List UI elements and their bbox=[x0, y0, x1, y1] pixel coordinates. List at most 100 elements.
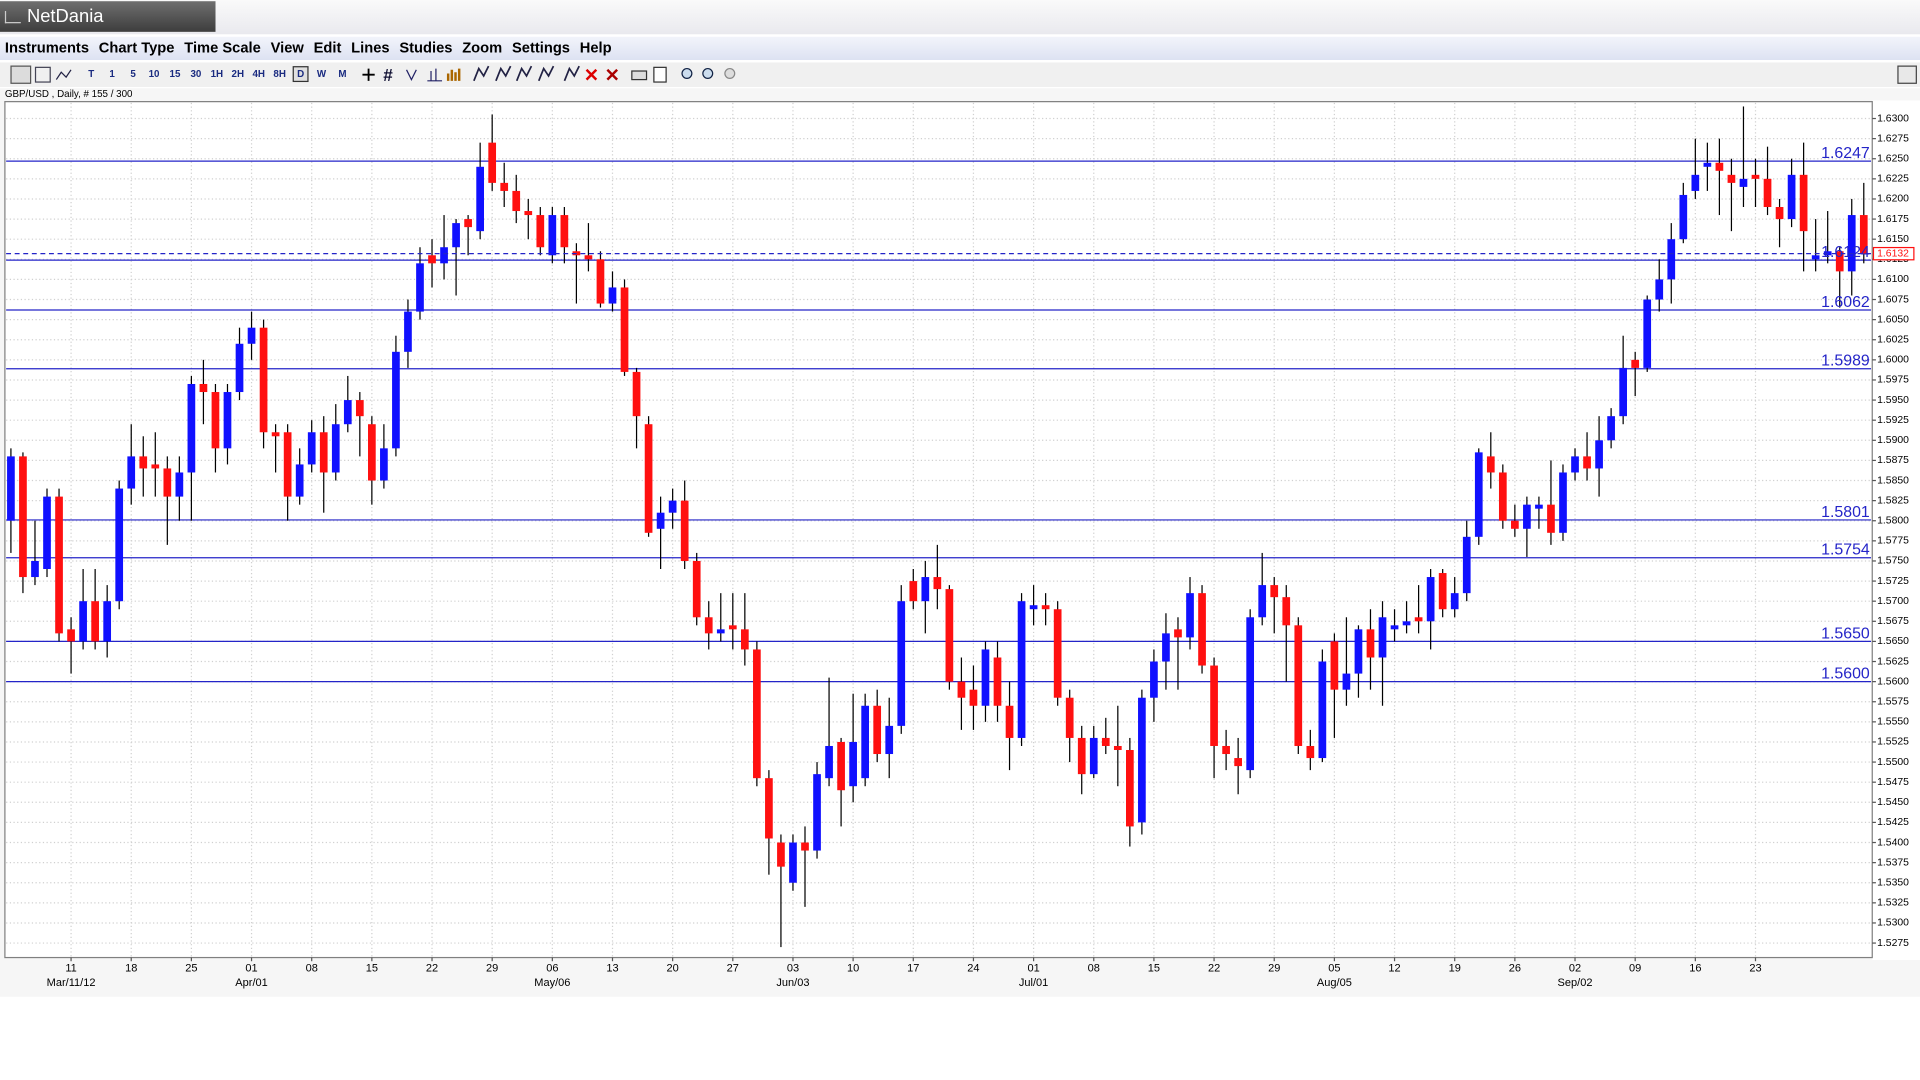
candle-body bbox=[247, 327, 256, 344]
candle-body bbox=[1547, 504, 1555, 533]
menu-item[interactable]: Settings bbox=[512, 39, 570, 57]
candle-body bbox=[1775, 207, 1784, 220]
menu-item[interactable]: Zoom bbox=[462, 39, 503, 57]
grid-icon[interactable]: # bbox=[383, 65, 393, 85]
candle-body bbox=[271, 432, 280, 437]
candle-body bbox=[416, 263, 424, 312]
x-tick-label: 18 bbox=[125, 962, 137, 974]
candle-body bbox=[7, 456, 15, 521]
y-tick-label: 1.6275 bbox=[1877, 133, 1909, 144]
tool-icon[interactable] bbox=[427, 68, 443, 82]
chart-type-icon[interactable] bbox=[34, 66, 51, 83]
candle-body bbox=[31, 560, 39, 578]
candle-body bbox=[1089, 737, 1098, 775]
y-tick-label: 1.6200 bbox=[1877, 194, 1909, 205]
zoom-reset-icon[interactable] bbox=[724, 67, 736, 79]
time-scale-button[interactable]: 4H bbox=[252, 68, 265, 80]
candle-body bbox=[1462, 536, 1471, 594]
candle-body bbox=[1811, 255, 1820, 260]
time-scale-button[interactable]: 5 bbox=[130, 68, 136, 80]
candle-body bbox=[500, 182, 509, 191]
candle-body bbox=[259, 327, 268, 433]
y-tick-label: 1.5900 bbox=[1877, 435, 1909, 446]
print-icon[interactable] bbox=[631, 70, 648, 81]
menu-item[interactable]: Edit bbox=[313, 39, 342, 57]
y-tick-label: 1.5975 bbox=[1877, 375, 1909, 386]
time-scale-button[interactable]: W bbox=[316, 68, 327, 80]
delete-all-icon[interactable] bbox=[606, 68, 619, 81]
line-chart-icon[interactable] bbox=[55, 69, 72, 80]
candle-body bbox=[1787, 174, 1796, 220]
candle-body bbox=[1571, 456, 1579, 473]
candle-body bbox=[1402, 621, 1411, 626]
time-scale-button[interactable]: T bbox=[88, 68, 95, 80]
candle-body bbox=[813, 774, 821, 851]
app-icon bbox=[4, 11, 21, 24]
candle-body bbox=[1631, 359, 1640, 368]
menu-item[interactable]: Help bbox=[579, 39, 612, 57]
menu-item[interactable]: View bbox=[270, 39, 304, 57]
level-label: 1.6124 bbox=[1821, 244, 1870, 261]
candle-body bbox=[548, 215, 557, 256]
candle-body bbox=[1318, 661, 1327, 759]
y-tick-label: 1.5425 bbox=[1877, 817, 1909, 828]
candle-body bbox=[1535, 504, 1543, 509]
crosshair-icon[interactable] bbox=[362, 68, 375, 81]
candle-body bbox=[488, 142, 497, 183]
zoom-in-icon[interactable] bbox=[681, 67, 693, 79]
candle-body bbox=[115, 488, 124, 602]
candle-body bbox=[1438, 573, 1447, 610]
y-tick-label: 1.6025 bbox=[1877, 334, 1909, 345]
drawing-icon[interactable] bbox=[563, 65, 580, 82]
chart-type-icon[interactable] bbox=[10, 65, 32, 84]
menu-item[interactable]: Instruments bbox=[4, 39, 90, 57]
candle-body bbox=[1511, 520, 1519, 529]
drawing-icons[interactable] bbox=[473, 65, 555, 82]
menu-item[interactable]: Studies bbox=[399, 39, 453, 57]
candle-body bbox=[235, 343, 244, 393]
y-tick-label: 1.6250 bbox=[1877, 153, 1909, 164]
tool-icon[interactable] bbox=[405, 69, 417, 81]
candle-body bbox=[19, 456, 27, 578]
candle-body bbox=[644, 424, 653, 533]
time-scale-button[interactable]: D bbox=[292, 66, 309, 83]
time-scale-button[interactable]: 1 bbox=[109, 68, 115, 80]
candle-body bbox=[1053, 609, 1062, 698]
y-tick-label: 1.5525 bbox=[1877, 737, 1909, 748]
y-tick-label: 1.5725 bbox=[1877, 576, 1909, 587]
x-tick-label: 06 bbox=[546, 962, 558, 974]
candle-body bbox=[1655, 279, 1664, 300]
candle-body bbox=[404, 311, 412, 352]
candle-body bbox=[921, 577, 930, 602]
zoom-out-icon[interactable] bbox=[702, 67, 714, 79]
time-scale-button[interactable]: M bbox=[338, 68, 347, 80]
candle-body bbox=[849, 741, 857, 787]
candle-body bbox=[1294, 625, 1303, 746]
y-tick-label: 1.6075 bbox=[1877, 294, 1909, 305]
menu-item[interactable]: Lines bbox=[351, 39, 390, 57]
time-scale-button[interactable]: 30 bbox=[190, 68, 202, 80]
x-tick-label: 26 bbox=[1509, 962, 1521, 974]
candle-body bbox=[1390, 625, 1399, 630]
candle-body bbox=[67, 629, 75, 642]
panel-button[interactable] bbox=[1897, 65, 1917, 84]
menu-item[interactable]: Chart Type bbox=[98, 39, 175, 57]
delete-icon[interactable] bbox=[585, 68, 598, 81]
candle-body bbox=[1234, 758, 1242, 767]
y-tick-label: 1.6300 bbox=[1877, 113, 1909, 124]
preview-icon[interactable] bbox=[653, 66, 667, 83]
y-tick-label: 1.5675 bbox=[1877, 616, 1909, 627]
time-scale-button[interactable]: 8H bbox=[273, 68, 286, 80]
candle-body bbox=[199, 383, 208, 393]
time-scale-button[interactable]: 10 bbox=[148, 68, 160, 80]
menu-item[interactable]: Time Scale bbox=[184, 39, 261, 57]
time-scale-button[interactable]: 15 bbox=[169, 68, 181, 80]
candle-body bbox=[43, 496, 51, 570]
study-icon[interactable] bbox=[446, 68, 461, 81]
time-scale-button[interactable]: 2H bbox=[231, 68, 245, 80]
x-tick-sublabel: Jun/03 bbox=[776, 977, 809, 989]
candle-body bbox=[163, 468, 172, 497]
time-scale-button[interactable]: 1H bbox=[210, 68, 224, 80]
level-label: 1.6247 bbox=[1821, 145, 1870, 162]
y-tick-label: 1.5550 bbox=[1877, 717, 1909, 728]
